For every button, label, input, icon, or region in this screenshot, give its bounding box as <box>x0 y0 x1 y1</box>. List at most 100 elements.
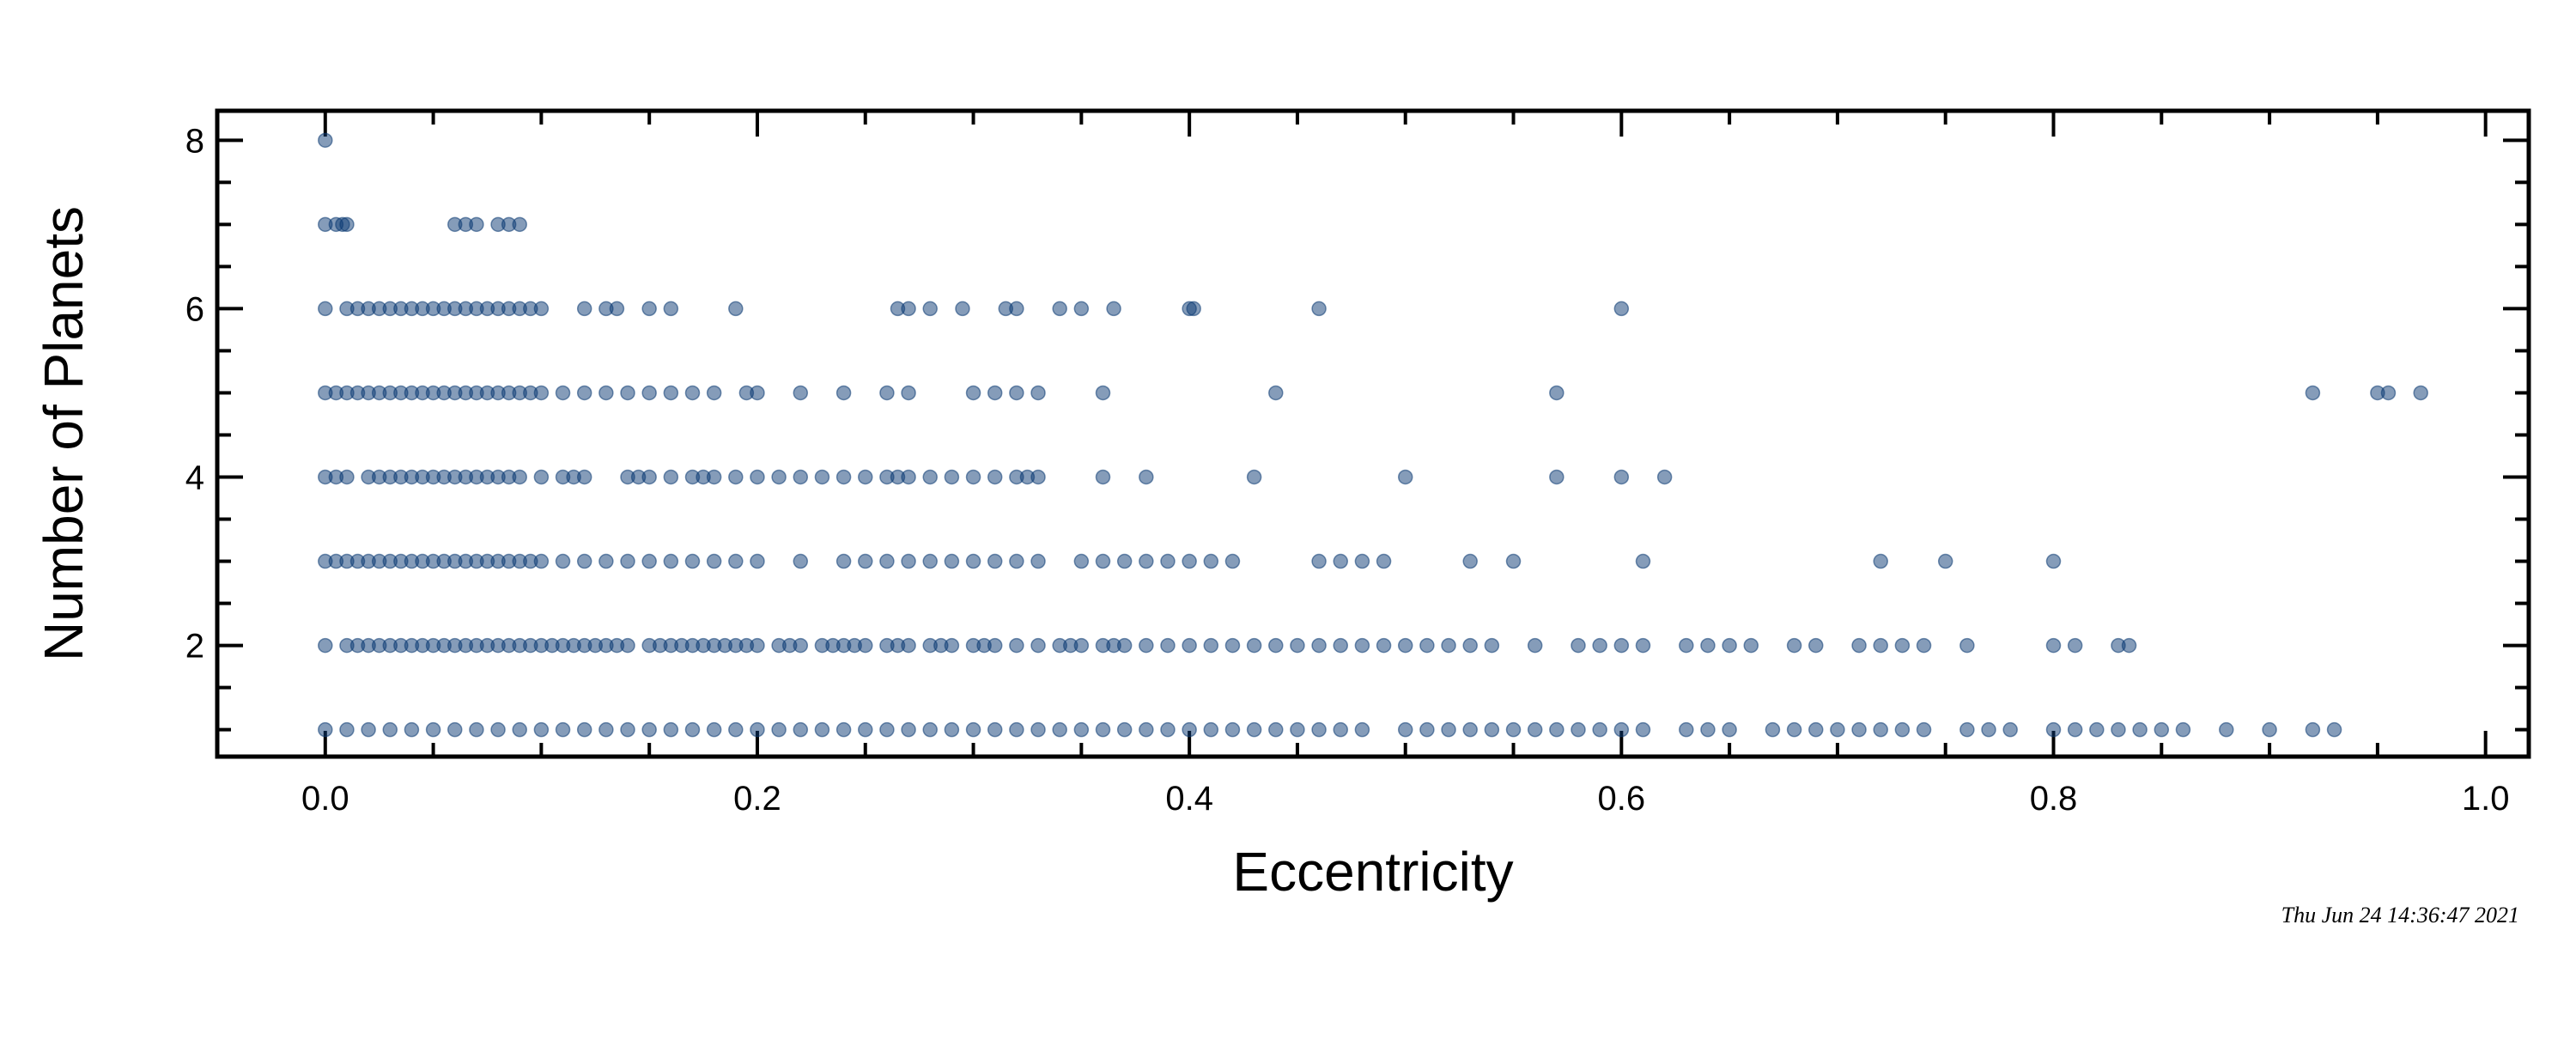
data-point <box>1613 301 1630 317</box>
data-point <box>620 385 635 401</box>
data-point <box>901 385 916 401</box>
data-point <box>1397 721 1413 738</box>
data-point <box>1873 721 1888 738</box>
data-point <box>533 385 550 401</box>
data-point <box>2067 721 2083 738</box>
data-point <box>1743 637 1759 654</box>
data-point <box>2121 637 2137 654</box>
data-point <box>1052 721 1067 738</box>
data-point <box>2002 721 2018 738</box>
data-point <box>1765 721 1781 738</box>
data-point <box>1484 721 1500 738</box>
axis-ticks <box>217 111 2529 757</box>
data-point <box>1139 553 1154 569</box>
data-point <box>663 553 679 569</box>
data-point <box>512 721 527 738</box>
data-point <box>1073 721 1090 738</box>
data-point <box>469 721 484 738</box>
data-point <box>425 721 441 738</box>
data-point <box>609 301 625 317</box>
data-point <box>1635 553 1651 569</box>
data-point <box>620 553 635 569</box>
x-tick-label: 0.6 <box>1598 780 1646 818</box>
data-point <box>576 721 592 738</box>
data-point <box>706 469 722 485</box>
data-point <box>965 721 981 738</box>
data-point <box>1549 469 1564 485</box>
data-point <box>1808 637 1824 654</box>
data-point <box>641 469 657 485</box>
data-point <box>1549 385 1564 401</box>
data-point <box>2380 385 2397 401</box>
data-point <box>1937 553 1953 569</box>
data-point <box>750 637 765 654</box>
data-point <box>1095 553 1111 569</box>
data-point <box>1311 637 1327 654</box>
data-point <box>2262 721 2277 738</box>
data-point <box>1786 637 1802 654</box>
data-point <box>1419 721 1435 738</box>
data-point <box>1397 637 1413 654</box>
data-point <box>382 721 398 738</box>
data-point <box>965 469 981 485</box>
data-point <box>1441 721 1456 738</box>
data-point <box>598 721 614 738</box>
data-point <box>2089 721 2105 738</box>
data-point <box>922 721 938 738</box>
data-point <box>1203 721 1219 738</box>
x-tick-label: 0.4 <box>1165 780 1213 818</box>
data-point <box>1203 637 1219 654</box>
data-point <box>944 721 960 738</box>
data-point <box>879 385 895 401</box>
data-point <box>339 469 355 485</box>
data-point <box>318 132 333 149</box>
data-point <box>1246 637 1262 654</box>
data-point <box>706 721 722 738</box>
data-point <box>1679 721 1694 738</box>
data-point <box>1592 721 1607 738</box>
data-point <box>728 301 744 317</box>
data-point <box>1613 637 1630 654</box>
data-point <box>1182 637 1197 654</box>
data-point <box>1333 553 1349 569</box>
data-point <box>1873 637 1888 654</box>
y-axis-title: Number of Planets <box>33 206 94 661</box>
data-point <box>1290 637 1305 654</box>
data-point <box>576 301 592 317</box>
data-point <box>1030 385 1046 401</box>
data-point <box>1009 637 1024 654</box>
data-point <box>750 469 765 485</box>
data-point <box>1851 637 1867 654</box>
data-point <box>2111 721 2126 738</box>
data-point <box>1095 469 1111 485</box>
data-point <box>1354 553 1370 569</box>
data-point <box>663 385 679 401</box>
data-point <box>955 301 970 317</box>
data-point <box>1571 721 1586 738</box>
data-point <box>1009 385 1024 401</box>
data-point <box>750 553 765 569</box>
data-point <box>1656 469 1673 485</box>
data-point <box>1030 721 1046 738</box>
data-point <box>684 385 701 401</box>
data-point <box>922 301 938 317</box>
data-point <box>1116 637 1133 654</box>
x-axis-title: Eccentricity <box>1232 841 1513 903</box>
data-point <box>1959 637 1975 654</box>
data-point <box>1224 553 1241 569</box>
data-point <box>1873 553 1888 569</box>
data-point <box>1030 637 1046 654</box>
data-point <box>1419 637 1435 654</box>
data-point <box>987 721 1003 738</box>
data-point <box>1722 637 1737 654</box>
data-point <box>1116 721 1133 738</box>
data-point <box>576 469 592 485</box>
data-point <box>987 469 1003 485</box>
data-point <box>706 553 722 569</box>
y-tick-label: 4 <box>185 459 204 496</box>
data-point <box>533 553 550 569</box>
data-point <box>879 553 895 569</box>
data-point <box>1073 637 1090 654</box>
data-point <box>1441 637 1456 654</box>
x-tick-label: 1.0 <box>2462 780 2510 818</box>
